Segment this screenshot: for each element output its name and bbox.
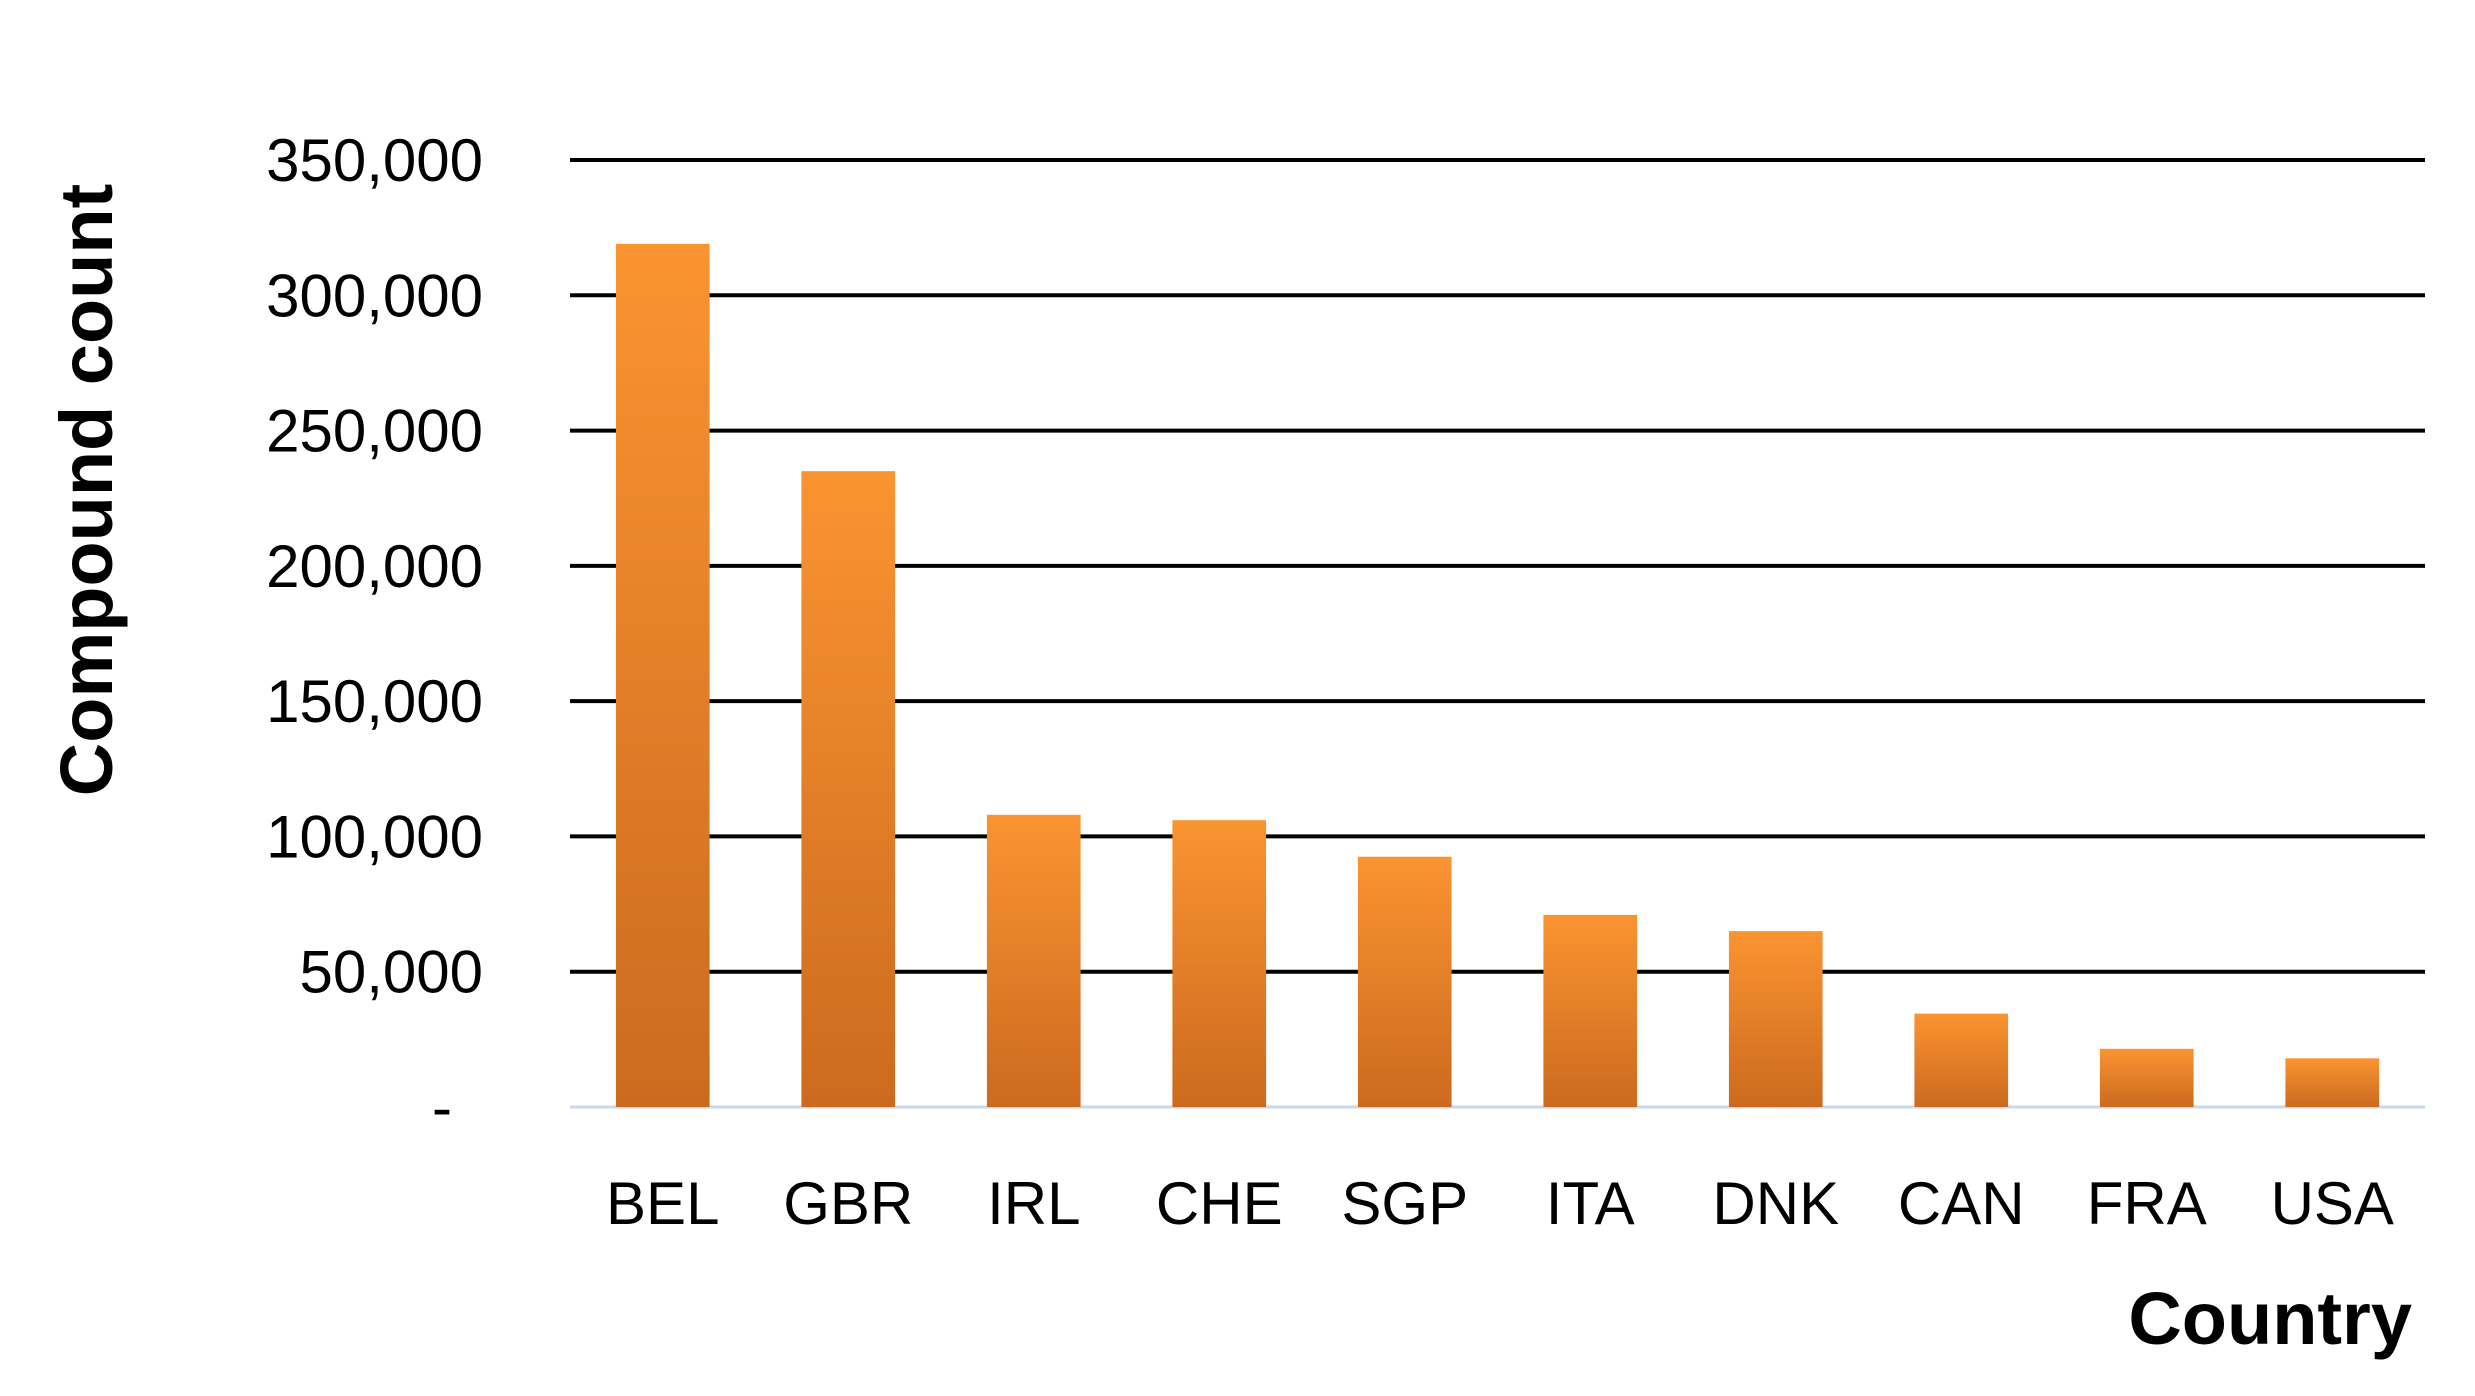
- y-axis-title: Compound count: [45, 184, 128, 796]
- bar-usa: [2285, 1058, 2380, 1107]
- bar-ita: [1543, 914, 1638, 1107]
- y-tick-label: 250,000: [266, 398, 483, 465]
- bar-can: [1914, 1013, 2009, 1107]
- x-axis-title: Country: [2128, 1277, 2412, 1360]
- y-tick-label: 300,000: [266, 262, 483, 329]
- bar-che: [1172, 820, 1267, 1107]
- x-tick-label: FRA: [2087, 1170, 2207, 1237]
- bar-dnk: [1728, 931, 1823, 1107]
- y-tick-label: 150,000: [266, 668, 483, 735]
- x-tick-labels: BEL GBR IRL CHE SGP ITA DNK CAN FRA USA: [606, 1170, 2394, 1237]
- x-tick-label: IRL: [987, 1170, 1080, 1237]
- bar-fra: [2099, 1048, 2194, 1107]
- x-tick-label: USA: [2271, 1170, 2394, 1237]
- x-tick-label: BEL: [606, 1170, 719, 1237]
- x-tick-label: CHE: [1156, 1170, 1283, 1237]
- y-tick-label: 200,000: [266, 533, 483, 600]
- y-tick-labels: - 50,000 100,000 150,000 200,000 250,000 300,0…: [266, 127, 483, 1141]
- y-tick-label: 350,000: [266, 127, 483, 194]
- bar-bel: [615, 243, 710, 1107]
- bar-irl: [986, 814, 1081, 1107]
- y-tick-label: 50,000: [299, 939, 483, 1006]
- bar-sgp: [1357, 856, 1452, 1107]
- bars: [615, 243, 2380, 1108]
- x-tick-label: GBR: [783, 1170, 913, 1237]
- x-tick-label: DNK: [1712, 1170, 1839, 1237]
- x-tick-label: ITA: [1546, 1170, 1635, 1237]
- y-tick-label: 100,000: [266, 803, 483, 870]
- x-tick-label: SGP: [1341, 1170, 1468, 1237]
- y-tick-label: -: [432, 1074, 452, 1141]
- x-tick-label: CAN: [1898, 1170, 2025, 1237]
- bar-gbr: [801, 471, 896, 1108]
